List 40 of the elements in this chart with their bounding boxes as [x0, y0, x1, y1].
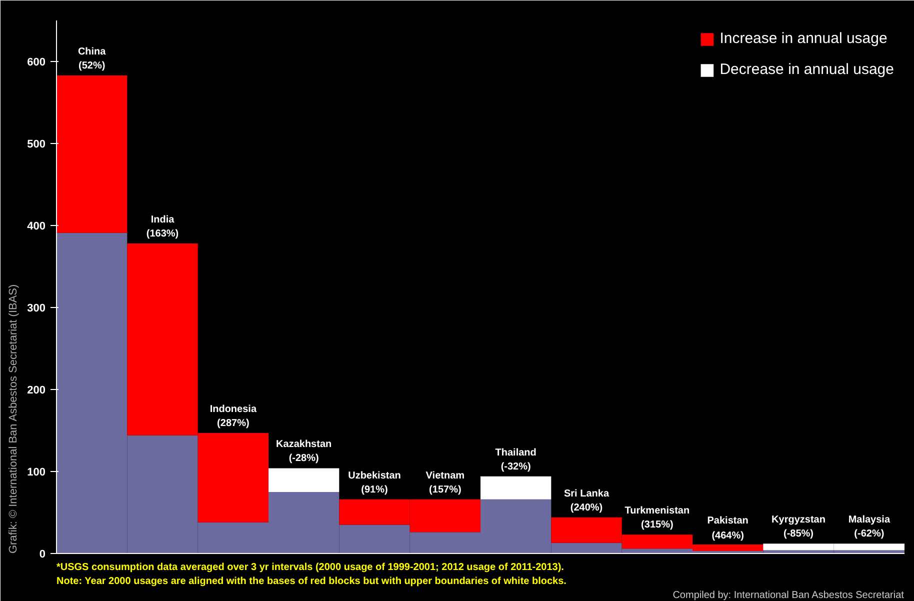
- legend-label: Increase in annual usage: [720, 30, 888, 47]
- text: *USGS consumption data averaged over 3 yr intervals (2000 usage of 1999-2001; 2012 usage of 2011-2013).: [56, 562, 564, 573]
- annotation: (240%): [570, 502, 603, 514]
- x-tick-label: Indonesia: [210, 404, 257, 415]
- x-tick-label: Malaysia: [848, 514, 890, 526]
- annotation: (-28%): [288, 453, 319, 464]
- annotation: (-85%): [784, 528, 814, 540]
- x-tick-label: Kazakhstan: [276, 439, 332, 450]
- y-tick-label: 500: [27, 138, 46, 150]
- x-tick-label: Uzbekistan: [348, 470, 401, 482]
- x-tick-label: Vietnam: [426, 470, 465, 482]
- annotation: (91%): [361, 484, 388, 496]
- annotation: (157%): [429, 484, 462, 496]
- annotation: (52%): [78, 60, 106, 72]
- text: Grafik: © International Ban Asbestos Secretariat (IBAS): [8, 284, 20, 554]
- x-tick-label: Kyrgyzstan: [772, 514, 826, 526]
- y-tick-label: 0: [39, 548, 46, 560]
- x-tick-label: China: [78, 46, 106, 58]
- x-tick-label: Sri Lanka: [564, 488, 610, 500]
- y-tick-label: 200: [27, 384, 46, 396]
- text: Note: Year 2000 usages are aligned with the bases of red blocks but with upper boundaries of white blocks.: [56, 576, 567, 587]
- x-tick-label: Pakistan: [707, 515, 748, 526]
- annotation: (-32%): [500, 461, 531, 472]
- bar: [56, 75, 128, 233]
- annotation: (287%): [217, 418, 250, 429]
- y-tick-label: 400: [27, 220, 46, 232]
- annotation: (464%): [712, 530, 744, 542]
- annotation: (315%): [641, 520, 674, 531]
- y-tick-label: 300: [27, 302, 46, 314]
- legend-label: Decrease in annual usage: [720, 61, 894, 78]
- x-tick-label: Turkmenistan: [624, 506, 690, 517]
- x-tick-label: India: [150, 214, 175, 226]
- bar: [480, 476, 552, 500]
- y-tick-label: 100: [27, 466, 46, 478]
- y-tick-label: 600: [27, 56, 46, 68]
- x-tick-label: Thailand: [495, 447, 536, 458]
- bar: [268, 468, 340, 492]
- text: Compiled by: International Ban Asbestos Secretariat: [672, 590, 904, 601]
- annotation: (163%): [146, 228, 179, 240]
- annotation: (-62%): [854, 528, 884, 540]
